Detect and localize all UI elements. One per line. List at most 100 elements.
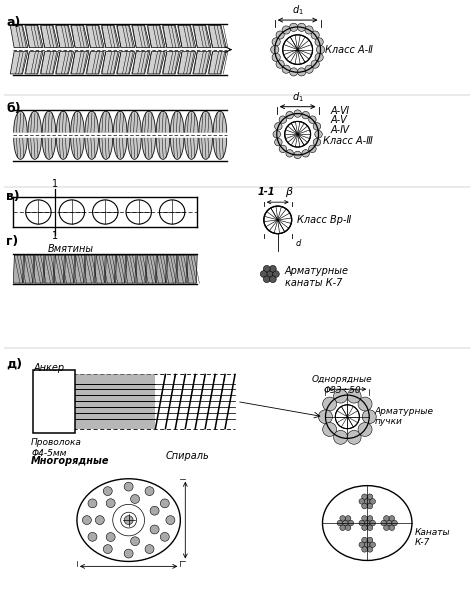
Circle shape	[298, 68, 306, 76]
Polygon shape	[71, 52, 89, 74]
Polygon shape	[99, 138, 113, 159]
Polygon shape	[102, 25, 119, 47]
Circle shape	[260, 271, 267, 277]
Circle shape	[160, 499, 169, 508]
Circle shape	[302, 149, 310, 157]
Circle shape	[365, 542, 370, 547]
Circle shape	[370, 499, 375, 504]
Text: Анкер: Анкер	[34, 363, 64, 373]
Circle shape	[367, 525, 373, 531]
Polygon shape	[71, 111, 84, 132]
Text: а): а)	[6, 16, 21, 29]
Circle shape	[286, 111, 293, 119]
Polygon shape	[146, 255, 156, 283]
Polygon shape	[156, 111, 170, 132]
Polygon shape	[128, 138, 141, 159]
Circle shape	[316, 46, 325, 54]
Polygon shape	[102, 52, 119, 74]
Circle shape	[367, 538, 373, 543]
Circle shape	[124, 549, 133, 558]
Circle shape	[150, 506, 159, 515]
Circle shape	[272, 54, 280, 62]
Circle shape	[166, 515, 175, 525]
Circle shape	[313, 138, 321, 146]
Circle shape	[381, 520, 386, 526]
Text: д): д)	[6, 358, 22, 371]
Circle shape	[282, 65, 291, 73]
Polygon shape	[44, 255, 54, 283]
Circle shape	[323, 423, 337, 437]
Polygon shape	[34, 255, 44, 283]
Circle shape	[130, 537, 139, 546]
Circle shape	[309, 116, 316, 124]
Circle shape	[272, 38, 280, 46]
Circle shape	[370, 542, 375, 547]
Circle shape	[346, 525, 351, 531]
Polygon shape	[13, 255, 24, 283]
Circle shape	[130, 494, 139, 504]
Circle shape	[264, 266, 270, 272]
Polygon shape	[56, 52, 73, 74]
Circle shape	[367, 503, 373, 509]
Polygon shape	[199, 138, 212, 159]
Circle shape	[323, 397, 337, 411]
Polygon shape	[42, 138, 55, 159]
Polygon shape	[105, 255, 116, 283]
Text: β: β	[285, 188, 292, 197]
Polygon shape	[132, 25, 150, 47]
Text: 1: 1	[52, 180, 58, 189]
Polygon shape	[71, 138, 84, 159]
Text: Однорядные
Φ33÷50: Однорядные Φ33÷50	[312, 375, 373, 395]
Text: А-Ⅳ: А-Ⅳ	[330, 125, 349, 135]
Circle shape	[285, 121, 310, 147]
Ellipse shape	[77, 478, 180, 561]
Polygon shape	[56, 25, 73, 47]
Circle shape	[367, 494, 373, 499]
Polygon shape	[185, 111, 198, 132]
Polygon shape	[85, 138, 99, 159]
Circle shape	[124, 515, 133, 525]
Bar	[33, 370, 75, 434]
Text: Класс Вр-Ⅱ: Класс Вр-Ⅱ	[297, 215, 351, 225]
Circle shape	[269, 276, 276, 283]
Circle shape	[145, 545, 154, 554]
Text: А-Ⅴ: А-Ⅴ	[330, 116, 347, 125]
Circle shape	[88, 533, 97, 541]
Circle shape	[103, 486, 112, 496]
Polygon shape	[28, 111, 41, 132]
Circle shape	[348, 520, 354, 526]
Text: Класс А-Ⅲ: Класс А-Ⅲ	[323, 136, 374, 146]
Polygon shape	[163, 52, 181, 74]
Circle shape	[286, 149, 293, 157]
Circle shape	[273, 130, 281, 138]
Polygon shape	[148, 25, 165, 47]
Circle shape	[362, 410, 376, 424]
Circle shape	[82, 515, 91, 525]
Circle shape	[315, 130, 322, 138]
Polygon shape	[185, 138, 198, 159]
Polygon shape	[199, 111, 212, 132]
Circle shape	[264, 276, 270, 283]
Polygon shape	[163, 25, 181, 47]
Circle shape	[274, 122, 282, 130]
Polygon shape	[117, 52, 135, 74]
Text: А-Ⅵ: А-Ⅵ	[330, 106, 349, 116]
Circle shape	[279, 116, 287, 124]
Polygon shape	[148, 52, 165, 74]
Polygon shape	[87, 25, 104, 47]
Circle shape	[305, 26, 313, 34]
Text: Спираль: Спираль	[165, 451, 209, 461]
Circle shape	[362, 547, 367, 552]
Polygon shape	[26, 25, 43, 47]
Circle shape	[367, 547, 373, 552]
Circle shape	[103, 545, 112, 554]
Circle shape	[389, 525, 395, 531]
Polygon shape	[14, 138, 27, 159]
Circle shape	[88, 499, 97, 508]
Polygon shape	[136, 255, 146, 283]
Circle shape	[362, 494, 367, 499]
Circle shape	[358, 423, 372, 437]
Circle shape	[365, 520, 370, 526]
Text: Проволока
Φ4-5мм: Проволока Φ4-5мм	[31, 438, 82, 458]
Circle shape	[337, 520, 343, 526]
